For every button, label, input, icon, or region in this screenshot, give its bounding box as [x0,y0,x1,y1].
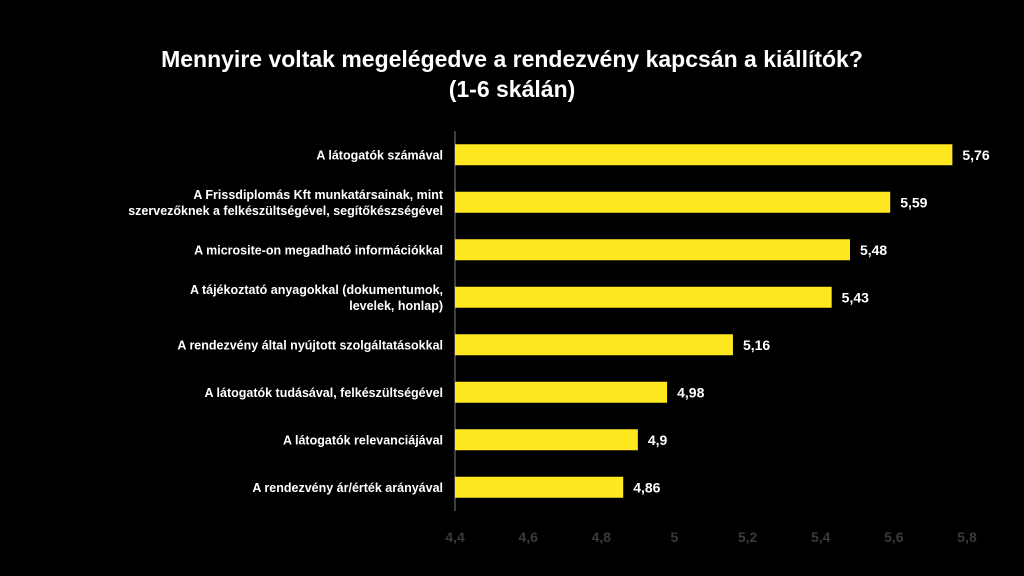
bar-4 [455,286,832,308]
bar-5 [455,334,733,356]
bar-1 [455,144,953,166]
category-label-line: A rendezvény ár/érték arányával [252,481,443,495]
x-tick-label-6: 5,4 [811,529,831,545]
category-label-line: levelek, honlap) [349,299,443,313]
category-label-3: A microsite-on megadható információkkal [194,243,443,257]
category-label-6: A látogatók tudásával, felkészültségével [204,386,443,400]
category-label-7: A látogatók relevanciájával [283,433,443,447]
category-label-line: A látogatók relevanciájával [283,433,443,447]
value-label-5: 5,16 [743,337,770,353]
category-label-4: A tájékoztató anyagokkal (dokumentumok, l… [190,283,443,313]
x-tick-label-4: 5 [671,529,679,545]
value-label-3: 5,48 [860,242,887,258]
bar-7 [455,429,638,451]
category-label-line: A Frissdiplomás Kft munkatársainak, mint [193,188,443,202]
x-tick-label-5: 5,2 [738,529,758,545]
x-tick-label-1: 4,4 [445,529,465,545]
x-tick-label-8: 5,8 [957,529,977,545]
bar-6 [455,381,668,403]
category-label-1: A látogatók számával [316,148,443,162]
value-label-1: 5,76 [962,147,989,163]
category-label-line: A látogatók tudásával, felkészültségével [204,386,443,400]
x-tick-label-3: 4,8 [592,529,612,545]
value-label-8: 4,86 [633,479,660,495]
bar-8 [455,476,624,498]
bar-3 [455,239,850,261]
category-label-line: A tájékoztató anyagokkal (dokumentumok, [190,283,443,297]
category-label-line: szervezőknek a felkészültségével, segítő… [128,204,443,218]
category-label-line: A microsite-on megadható információkkal [194,243,443,257]
value-label-6: 4,98 [677,384,704,400]
chart-title-line: Mennyire voltak megelégedve a rendezvény… [161,46,863,72]
x-tick-label-7: 5,6 [884,529,904,545]
value-label-2: 5,59 [900,194,927,210]
category-label-line: A látogatók számával [316,148,443,162]
chart-title: Mennyire voltak megelégedve a rendezvény… [0,44,1024,104]
chart-subtitle: (1-6 skálán) [448,76,576,102]
value-label-7: 4,9 [648,432,668,448]
category-label-line: A rendezvény által nyújtott szolgáltatás… [177,338,443,352]
x-tick-label-2: 4,6 [518,529,538,545]
category-label-5: A rendezvény által nyújtott szolgáltatás… [177,338,443,352]
bar-2 [455,191,891,213]
value-label-4: 5,43 [842,289,869,305]
category-label-8: A rendezvény ár/érték arányával [252,481,443,495]
category-label-2: A Frissdiplomás Kft munkatársainak, mint… [128,188,444,218]
